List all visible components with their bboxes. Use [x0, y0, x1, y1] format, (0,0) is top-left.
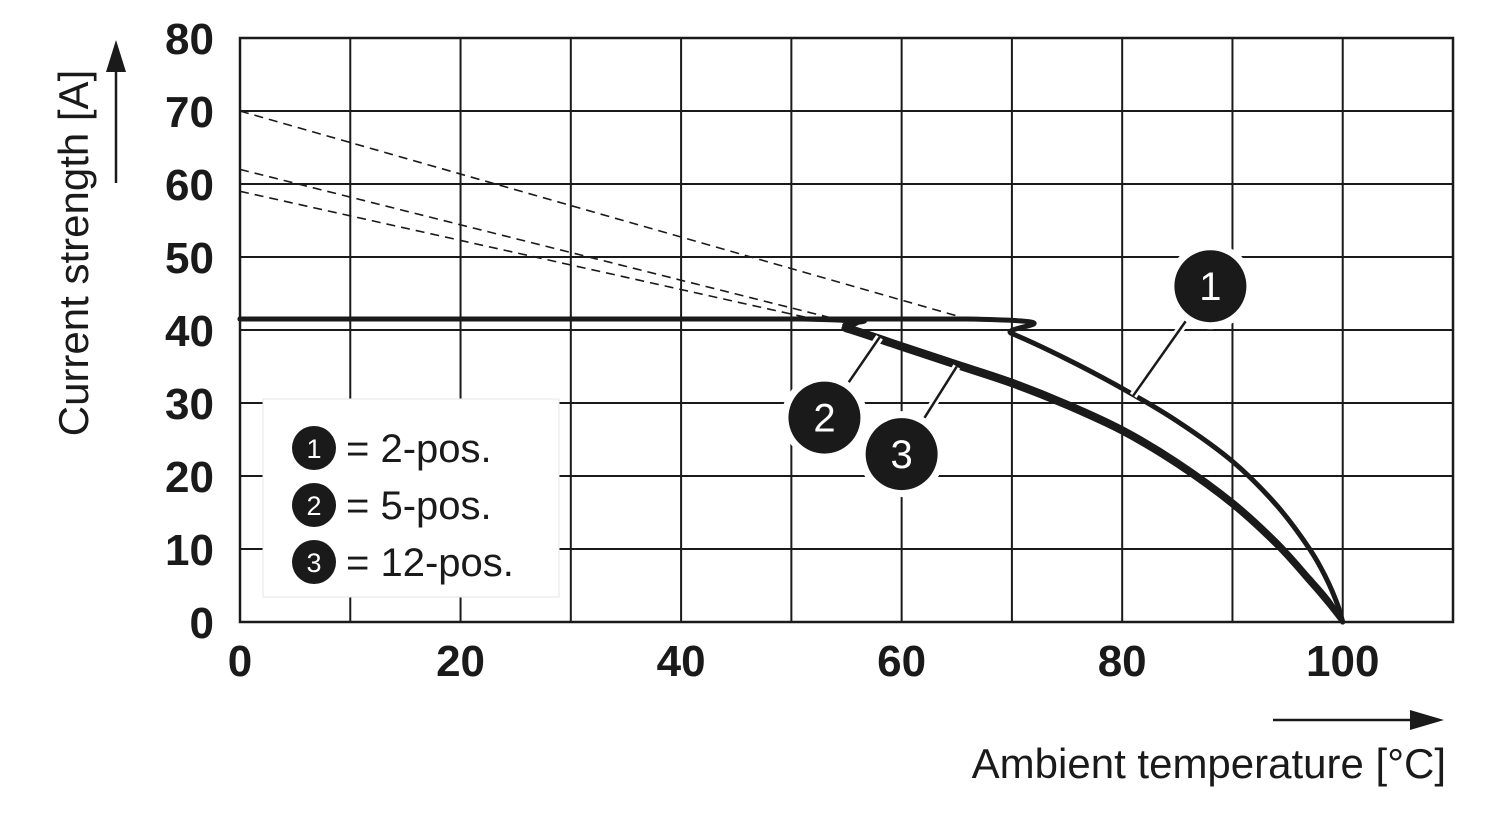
callout-leader: [920, 365, 958, 423]
legend-item: 1 = 2-pos.: [292, 426, 492, 471]
callout-3: 3: [858, 364, 961, 498]
x-tick-label: 40: [657, 637, 706, 686]
callout-1: 1: [1129, 243, 1254, 399]
extrapolation-line-2: [239, 168, 836, 320]
legend-label: = 2-pos.: [346, 427, 492, 471]
legend-marker-label: 1: [306, 434, 321, 464]
callout-badge: [1174, 250, 1247, 323]
x-tick-label: 60: [877, 637, 926, 686]
y-axis-title: Current strength [A]: [50, 70, 97, 437]
y-tick-label: 40: [165, 307, 214, 356]
x-tick-label: 0: [228, 637, 252, 686]
x-tick-label: 80: [1098, 637, 1147, 686]
plot-frame: [238, 36, 1455, 624]
callout-badge: [865, 418, 938, 491]
callout-2: 2: [781, 335, 883, 461]
callout-badge: [788, 381, 861, 454]
legend-marker-label: 2: [306, 491, 321, 521]
legend-marker: [292, 426, 336, 470]
y-tick-label: 50: [165, 234, 214, 283]
x-axis-arrow-icon: [1410, 710, 1444, 730]
callout-leader: [1132, 316, 1190, 397]
y-tick-label: 80: [165, 15, 214, 64]
legend-marker: [292, 483, 336, 527]
legend-item: 2 = 5-pos.: [292, 483, 492, 528]
y-tick-label: 30: [165, 380, 214, 429]
y-tick-label: 0: [190, 599, 214, 648]
y-tick-label: 60: [165, 161, 214, 210]
x-axis-title: Ambient temperature [°C]: [972, 740, 1446, 787]
callout-leader: [844, 336, 881, 387]
extrapolation-line-1: [239, 110, 969, 320]
callout-label: 3: [891, 433, 913, 477]
y-axis-arrow-icon: [106, 40, 126, 72]
legend-marker: [292, 540, 336, 584]
legend-label: = 5-pos.: [346, 484, 492, 528]
y-tick-label: 70: [165, 88, 214, 137]
legend: 1 = 2-pos. 2 = 5-pos. 3 = 12-pos.: [262, 398, 560, 598]
extrapolation-lines: [239, 110, 969, 320]
series-callouts: 1 2 3: [781, 243, 1254, 498]
y-tick-label: 10: [165, 526, 214, 575]
legend-marker-label: 3: [306, 548, 321, 578]
series-line-3: [237, 316, 1346, 625]
callout-label: 2: [813, 397, 835, 441]
x-tick-label: 20: [436, 637, 485, 686]
extrapolation-line-3: [239, 190, 814, 320]
legend-label: = 12-pos.: [346, 541, 514, 585]
callout-label: 1: [1199, 265, 1221, 309]
y-tick-labels: 0 10 20 30 40 50 60 70 80: [165, 15, 214, 648]
x-tick-labels: 0 20 40 60 80 100: [228, 637, 1380, 686]
x-tick-label: 100: [1306, 637, 1379, 686]
legend-item: 3 = 12-pos.: [292, 540, 514, 585]
y-tick-label: 20: [165, 453, 214, 502]
